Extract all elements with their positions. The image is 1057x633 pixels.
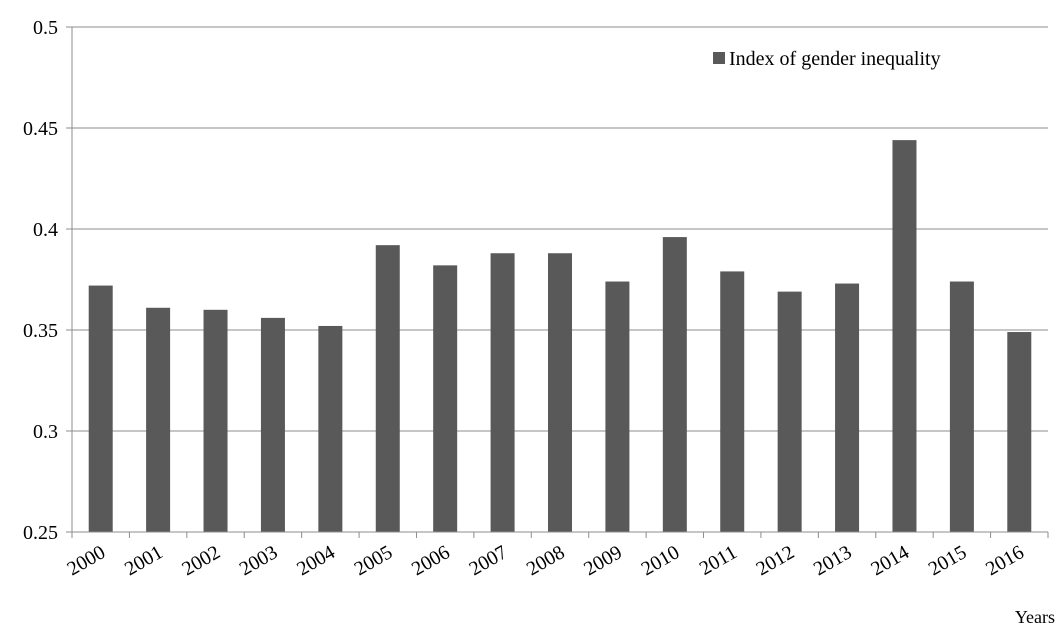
x-tick-label: 2006 <box>408 541 454 580</box>
x-tick-label: 2011 <box>696 541 741 580</box>
x-tick-label: 2012 <box>753 541 799 580</box>
bar-2015 <box>949 281 974 532</box>
y-tick-label: 0.5 <box>33 17 58 39</box>
x-tick-label: 2001 <box>121 541 167 580</box>
bar-2003 <box>260 317 285 532</box>
bar-2008 <box>548 253 572 533</box>
x-tick-label: 2002 <box>178 541 224 580</box>
x-tick-label: 2013 <box>810 541 856 580</box>
gridlines <box>66 26 1048 533</box>
bars <box>88 140 1032 533</box>
bar-2006 <box>433 265 458 532</box>
bar-2011 <box>720 271 745 532</box>
x-axis-label: Years <box>1015 607 1055 627</box>
bar-2000 <box>88 285 113 532</box>
bar-2004 <box>318 325 343 532</box>
x-tick-label: 2008 <box>523 541 569 580</box>
x-tick-label: 2003 <box>236 541 282 580</box>
x-tick-labels: 2000 2001 2002 2003 2004 2005 2006 2007 2008 2009… <box>64 541 1028 580</box>
bar-2012 <box>777 291 802 532</box>
axes <box>71 27 1049 538</box>
x-tick-label: 2014 <box>867 541 913 580</box>
x-tick-label: 2016 <box>982 541 1028 580</box>
legend: Index of gender inequality <box>713 48 941 70</box>
bar-2010 <box>662 237 687 532</box>
y-tick-label: 0.4 <box>33 219 58 241</box>
bar-2001 <box>146 307 171 532</box>
bar-2016 <box>1007 332 1032 532</box>
legend-label: Index of gender inequality <box>729 48 941 70</box>
x-tick-label: 2007 <box>465 541 511 580</box>
bar-2009 <box>605 281 630 532</box>
bar-2007 <box>490 253 515 533</box>
y-tick-label: 0.35 <box>23 320 58 342</box>
x-tick-label: 2009 <box>580 541 626 580</box>
bar-2014 <box>892 140 917 532</box>
bar-2002 <box>203 309 228 532</box>
x-tick-label: 2004 <box>293 541 339 580</box>
y-tick-label: 0.45 <box>23 118 58 140</box>
x-tick-label: 2005 <box>351 541 397 580</box>
y-tick-label: 0.25 <box>23 522 58 544</box>
y-tick-label: 0.3 <box>33 421 58 443</box>
x-tick-label: 2010 <box>638 541 684 580</box>
legend-swatch <box>713 52 725 64</box>
x-tick-label: 2000 <box>64 541 110 580</box>
y-tick-labels: 0.25 0.3 0.35 0.4 0.45 0.5 <box>23 17 58 544</box>
bar-2005 <box>375 245 400 532</box>
bar-2013 <box>835 283 860 532</box>
x-tick-label: 2015 <box>925 541 971 580</box>
